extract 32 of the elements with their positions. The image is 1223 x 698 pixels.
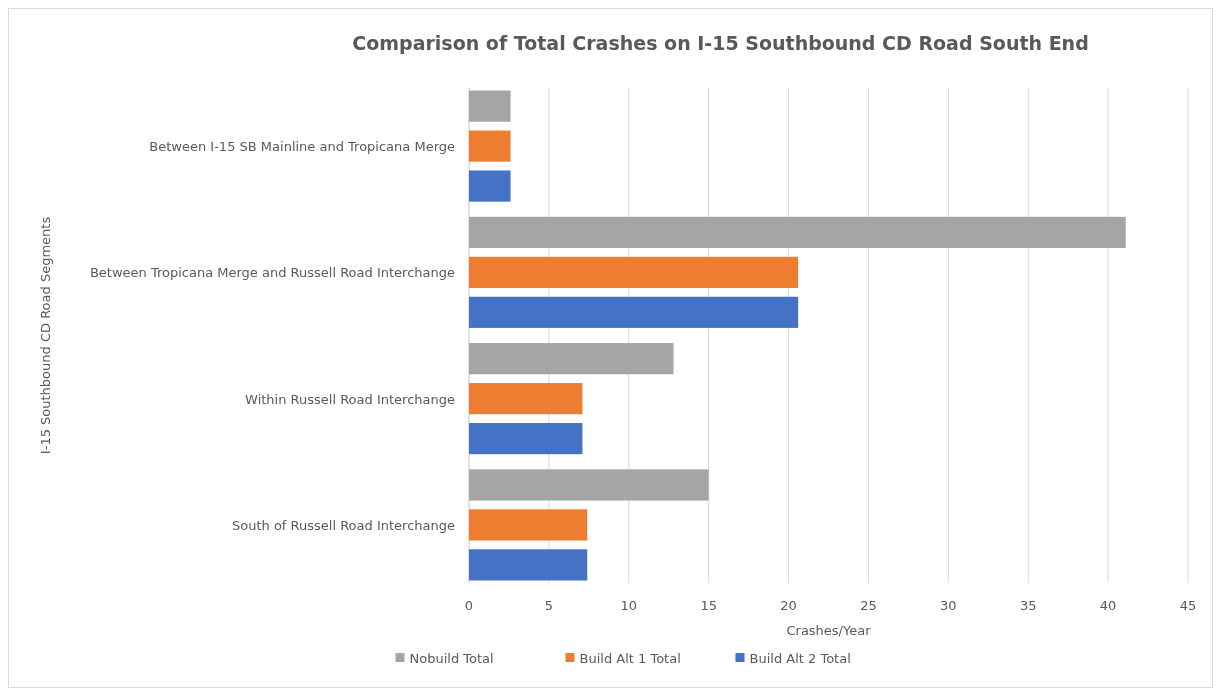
legend-label: Build Alt 2 Total <box>749 651 851 666</box>
chart-title: Comparison of Total Crashes on I-15 Southbound CD Road South End <box>352 32 1089 54</box>
bar <box>469 216 1126 248</box>
x-tick-label: 0 <box>464 598 474 613</box>
bar <box>469 296 799 328</box>
bar <box>469 256 799 288</box>
legend-label: Nobuild Total <box>409 651 494 666</box>
x-tick-label: 25 <box>860 598 877 613</box>
bar <box>469 509 588 541</box>
legend-label: Build Alt 1 Total <box>579 651 681 666</box>
bar <box>469 469 709 501</box>
bar <box>469 170 511 202</box>
bar <box>469 549 588 581</box>
y-tick-label: South of Russell Road Interchange <box>232 517 455 533</box>
bar <box>469 90 511 122</box>
x-tick-label: 45 <box>1179 598 1197 613</box>
x-tick-label: 30 <box>940 598 957 613</box>
x-tick-label: 15 <box>700 598 717 613</box>
x-tick-label: 40 <box>1099 598 1117 613</box>
y-tick-label: Between Tropicana Merge and Russell Road Interchange <box>89 265 455 281</box>
bar <box>469 423 583 455</box>
x-axis-title: Crashes/Year <box>786 623 872 638</box>
x-tick-label: 35 <box>1019 598 1037 613</box>
y-tick-label: Within Russell Road Interchange <box>245 391 455 407</box>
x-tick-label: 10 <box>620 598 638 613</box>
bar <box>469 383 583 415</box>
bar <box>469 130 511 162</box>
x-tick-label: 5 <box>544 598 554 613</box>
y-tick-label: Between I-15 SB Mainline and Tropicana Merge <box>149 139 455 155</box>
y-axis-title: I-15 Southbound CD Road Segments <box>38 216 53 455</box>
bar <box>469 343 674 375</box>
x-tick-label: 20 <box>780 598 797 613</box>
